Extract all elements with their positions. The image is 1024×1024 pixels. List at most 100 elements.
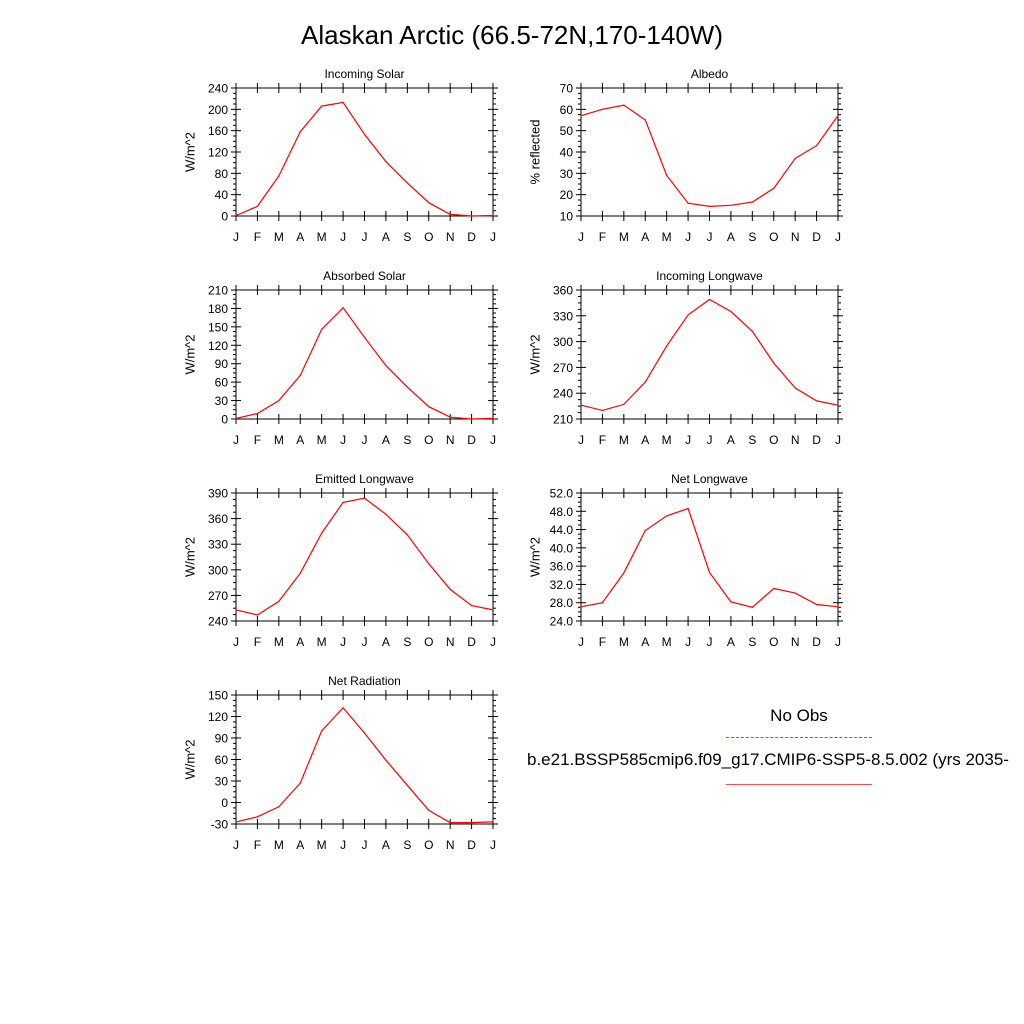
panel-3-series-1-point xyxy=(385,364,387,367)
panel-5-series-1-point xyxy=(278,600,280,602)
panel-5-xtick-label: J xyxy=(490,635,496,649)
panel-1-series-1-point xyxy=(321,105,323,107)
panel-4-xtick-label: D xyxy=(812,433,821,447)
panel-6-xtick-label: M xyxy=(662,635,672,649)
panel-3-xtick-label: O xyxy=(424,433,433,447)
panel-6-ytick-label: 28.0 xyxy=(550,596,574,610)
panel-4-xtick-label: J xyxy=(707,433,713,447)
panel-1-xtick-label: J xyxy=(490,230,496,244)
panel-7-series-1-point xyxy=(299,782,301,784)
panel-1-series-1-point xyxy=(363,133,366,135)
panel-3-ytick-label: 150 xyxy=(208,320,228,334)
legend-obs-line xyxy=(726,737,872,738)
panel-3-xtick-label: J xyxy=(362,433,368,447)
panel-1-ytick-label: 160 xyxy=(208,124,228,138)
panel-7-series-1-point xyxy=(449,821,451,824)
panel-2-ytick-label: 40 xyxy=(560,146,574,160)
panel-4-series-1-point xyxy=(708,298,711,301)
panel-1-ytick-label: 40 xyxy=(215,188,229,202)
panel-6-title: Net Longwave xyxy=(671,472,748,486)
panel-6-xtick-label: D xyxy=(812,635,821,649)
panel-7-series-1-point xyxy=(428,809,430,811)
panel-5-series-1-line xyxy=(235,497,494,616)
panel-3-xtick-label: D xyxy=(467,433,476,447)
panel-7-series-1-point xyxy=(235,821,237,823)
panel-1-series-1-point xyxy=(342,101,344,103)
panel-1-series-1-point xyxy=(299,131,301,133)
panel-2-xtick-label: F xyxy=(599,230,606,244)
panel-6-xtick-label: M xyxy=(619,635,629,649)
panel-7-ytick-label: 60 xyxy=(215,753,229,767)
panel-7-series-1-point xyxy=(363,732,366,734)
panel-2-ytick-label: 70 xyxy=(560,82,574,96)
panel-2-series-1-line xyxy=(580,104,839,208)
panel-2-xtick-label: M xyxy=(662,230,672,244)
panel-4-ytick-label: 300 xyxy=(553,335,573,349)
panel-4-series-1-point xyxy=(773,362,775,364)
panel-4-ytick-label: 330 xyxy=(553,309,573,323)
panel-6-series-1-point xyxy=(815,603,818,606)
panel-1-xtick-label: M xyxy=(317,230,327,244)
panel-5-xtick-label: D xyxy=(467,635,476,649)
panel-6-series-1-point xyxy=(601,602,604,604)
panel-3-ytick-label: 60 xyxy=(215,376,229,390)
panel-5-series-1-point xyxy=(406,534,408,536)
panel-4-xtick-label: S xyxy=(748,433,756,447)
panel-1-series-1-point xyxy=(256,205,259,207)
panel-2-series-1-point xyxy=(837,115,839,117)
panel-7-title: Net Radiation xyxy=(328,674,401,688)
panel-7-xtick-label: J xyxy=(340,838,346,852)
panel-6-frame xyxy=(580,492,839,622)
panel-7-series-1-line xyxy=(235,706,494,824)
panel-2-xtick-label: M xyxy=(619,230,629,244)
panel-6-series-1-point xyxy=(730,601,732,603)
panel-3-series-1-point xyxy=(278,399,280,402)
panel-1-ytick-label: 120 xyxy=(208,146,228,160)
panel-1-ytick-label: 240 xyxy=(208,82,228,96)
panel-4-xtick-label: J xyxy=(578,433,584,447)
panel-4-title: Incoming Longwave xyxy=(656,269,763,283)
panel-7-series-1-point xyxy=(385,759,387,761)
panel-4-ytick-label: 210 xyxy=(553,413,573,427)
panel-5-xtick-label: A xyxy=(382,635,390,649)
panel-2-ytick-label: 50 xyxy=(560,124,574,138)
panel-6-xtick-label: N xyxy=(791,635,800,649)
panel-4-xtick-label: M xyxy=(619,433,629,447)
panel-5-ytick-label: 270 xyxy=(208,589,228,603)
panel-3-xtick-label: M xyxy=(274,433,284,447)
panel-5-xtick-label: M xyxy=(274,635,284,649)
panel-5-xtick-label: J xyxy=(233,635,239,649)
panel-7-xtick-label: M xyxy=(274,838,284,852)
panel-7-xtick-label: N xyxy=(446,838,455,852)
panel-3-series-1-point xyxy=(321,328,323,330)
panel-6-xtick-label: J xyxy=(578,635,584,649)
panel-2-series-1-point xyxy=(601,108,604,110)
panel-2-series-1-point xyxy=(815,145,818,147)
panel-7-xtick-label: F xyxy=(254,838,261,852)
panel-4-series-1-point xyxy=(751,330,753,332)
panel-5-series-1-point xyxy=(363,497,366,499)
panel-6-xtick-label: A xyxy=(727,635,735,649)
panel-6-ytick-label: 40.0 xyxy=(550,541,574,555)
panel-7-ylabel: W/m^2 xyxy=(182,739,197,779)
panel-3-series-1-line xyxy=(235,306,494,420)
panel-7-xtick-label: J xyxy=(233,838,239,852)
panel-5-series-1-point xyxy=(342,501,344,503)
panel-2-frame xyxy=(580,87,839,217)
panel-5-series-1-point xyxy=(492,609,494,611)
panel-1-xtick-label: A xyxy=(296,230,304,244)
panel-5-series-1-point xyxy=(299,572,301,574)
panel-3-xtick-label: N xyxy=(446,433,455,447)
panel-4-series-1-point xyxy=(815,400,818,402)
panel-3-ytick-label: 0 xyxy=(221,413,228,427)
panel-6-series-1-point xyxy=(580,606,582,608)
panel-2-xtick-label: J xyxy=(685,230,691,244)
panel-6-xtick-label: J xyxy=(835,635,841,649)
panel-1-series-1-point xyxy=(385,161,387,163)
panel-2-ytick-label: 20 xyxy=(560,188,574,202)
panel-5-ytick-label: 360 xyxy=(208,512,228,526)
panel-6-series-1-point xyxy=(837,606,839,608)
panel-2-series-1-point xyxy=(644,119,646,121)
panel-5-ytick-label: 300 xyxy=(208,563,228,577)
panel-6-xtick-label: A xyxy=(641,635,649,649)
